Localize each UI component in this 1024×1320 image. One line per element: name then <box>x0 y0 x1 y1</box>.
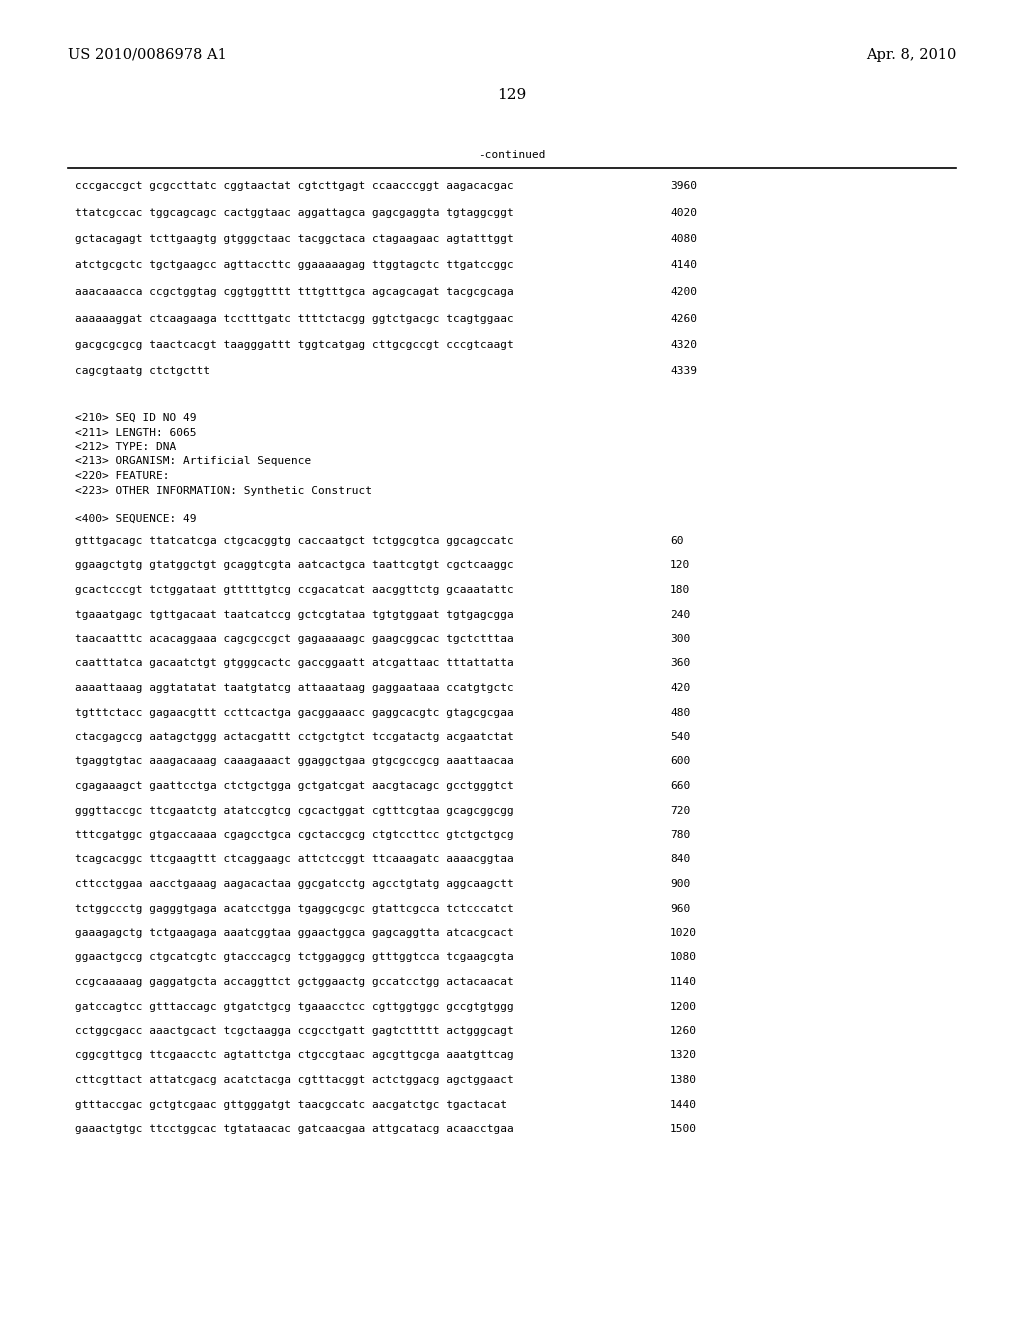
Text: <211> LENGTH: 6065: <211> LENGTH: 6065 <box>75 428 197 437</box>
Text: 540: 540 <box>670 733 690 742</box>
Text: 120: 120 <box>670 561 690 570</box>
Text: <400> SEQUENCE: 49: <400> SEQUENCE: 49 <box>75 513 197 524</box>
Text: cggcgttgcg ttcgaacctc agtattctga ctgccgtaac agcgttgcga aaatgttcag: cggcgttgcg ttcgaacctc agtattctga ctgccgt… <box>75 1051 514 1060</box>
Text: gcactcccgt tctggataat gtttttgtcg ccgacatcat aacggttctg gcaaatattc: gcactcccgt tctggataat gtttttgtcg ccgacat… <box>75 585 514 595</box>
Text: 1200: 1200 <box>670 1002 697 1011</box>
Text: <213> ORGANISM: Artificial Sequence: <213> ORGANISM: Artificial Sequence <box>75 457 311 466</box>
Text: 1140: 1140 <box>670 977 697 987</box>
Text: 1500: 1500 <box>670 1125 697 1134</box>
Text: 780: 780 <box>670 830 690 840</box>
Text: 600: 600 <box>670 756 690 767</box>
Text: 1020: 1020 <box>670 928 697 939</box>
Text: gacgcgcgcg taactcacgt taagggattt tggtcatgag cttgcgccgt cccgtcaagt: gacgcgcgcg taactcacgt taagggattt tggtcat… <box>75 341 514 350</box>
Text: 4200: 4200 <box>670 286 697 297</box>
Text: 360: 360 <box>670 659 690 668</box>
Text: atctgcgctc tgctgaagcc agttaccttc ggaaaaagag ttggtagctc ttgatccggc: atctgcgctc tgctgaagcc agttaccttc ggaaaaa… <box>75 260 514 271</box>
Text: 960: 960 <box>670 903 690 913</box>
Text: cttcctggaa aacctgaaag aagacactaa ggcgatcctg agcctgtatg aggcaagctt: cttcctggaa aacctgaaag aagacactaa ggcgatc… <box>75 879 514 888</box>
Text: 4020: 4020 <box>670 207 697 218</box>
Text: tgtttctacc gagaacgttt ccttcactga gacggaaacc gaggcacgtc gtagcgcgaa: tgtttctacc gagaacgttt ccttcactga gacggaa… <box>75 708 514 718</box>
Text: 3960: 3960 <box>670 181 697 191</box>
Text: 420: 420 <box>670 682 690 693</box>
Text: cccgaccgct gcgccttatc cggtaactat cgtcttgagt ccaacccggt aagacacgac: cccgaccgct gcgccttatc cggtaactat cgtcttg… <box>75 181 514 191</box>
Text: 60: 60 <box>670 536 683 546</box>
Text: 900: 900 <box>670 879 690 888</box>
Text: <210> SEQ ID NO 49: <210> SEQ ID NO 49 <box>75 413 197 422</box>
Text: 660: 660 <box>670 781 690 791</box>
Text: tgaggtgtac aaagacaaag caaagaaact ggaggctgaa gtgcgccgcg aaattaacaa: tgaggtgtac aaagacaaag caaagaaact ggaggct… <box>75 756 514 767</box>
Text: cctggcgacc aaactgcact tcgctaagga ccgcctgatt gagtcttttt actgggcagt: cctggcgacc aaactgcact tcgctaagga ccgcctg… <box>75 1026 514 1036</box>
Text: -continued: -continued <box>478 150 546 160</box>
Text: Apr. 8, 2010: Apr. 8, 2010 <box>865 48 956 62</box>
Text: 4339: 4339 <box>670 367 697 376</box>
Text: aaacaaacca ccgctggtag cggtggtttt tttgtttgca agcagcagat tacgcgcaga: aaacaaacca ccgctggtag cggtggtttt tttgttt… <box>75 286 514 297</box>
Text: 240: 240 <box>670 610 690 619</box>
Text: gaaagagctg tctgaagaga aaatcggtaa ggaactggca gagcaggtta atcacgcact: gaaagagctg tctgaagaga aaatcggtaa ggaactg… <box>75 928 514 939</box>
Text: taacaatttc acacaggaaa cagcgccgct gagaaaaagc gaagcggcac tgctctttaa: taacaatttc acacaggaaa cagcgccgct gagaaaa… <box>75 634 514 644</box>
Text: tttcgatggc gtgaccaaaa cgagcctgca cgctaccgcg ctgtccttcc gtctgctgcg: tttcgatggc gtgaccaaaa cgagcctgca cgctacc… <box>75 830 514 840</box>
Text: ttatcgccac tggcagcagc cactggtaac aggattagca gagcgaggta tgtaggcggt: ttatcgccac tggcagcagc cactggtaac aggatta… <box>75 207 514 218</box>
Text: tcagcacggc ttcgaagttt ctcaggaagc attctccggt ttcaaagatc aaaacggtaa: tcagcacggc ttcgaagttt ctcaggaagc attctcc… <box>75 854 514 865</box>
Text: gtttaccgac gctgtcgaac gttgggatgt taacgccatc aacgatctgc tgactacat: gtttaccgac gctgtcgaac gttgggatgt taacgcc… <box>75 1100 507 1110</box>
Text: gggttaccgc ttcgaatctg atatccgtcg cgcactggat cgtttcgtaa gcagcggcgg: gggttaccgc ttcgaatctg atatccgtcg cgcactg… <box>75 805 514 816</box>
Text: 4260: 4260 <box>670 314 697 323</box>
Text: 720: 720 <box>670 805 690 816</box>
Text: <220> FEATURE:: <220> FEATURE: <box>75 471 170 480</box>
Text: aaaaaaggat ctcaagaaga tcctttgatc ttttctacgg ggtctgacgc tcagtggaac: aaaaaaggat ctcaagaaga tcctttgatc ttttcta… <box>75 314 514 323</box>
Text: ccgcaaaaag gaggatgcta accaggttct gctggaactg gccatcctgg actacaacat: ccgcaaaaag gaggatgcta accaggttct gctggaa… <box>75 977 514 987</box>
Text: 1080: 1080 <box>670 953 697 962</box>
Text: cagcgtaatg ctctgcttt: cagcgtaatg ctctgcttt <box>75 367 210 376</box>
Text: 4080: 4080 <box>670 234 697 244</box>
Text: ggaagctgtg gtatggctgt gcaggtcgta aatcactgca taattcgtgt cgctcaaggc: ggaagctgtg gtatggctgt gcaggtcgta aatcact… <box>75 561 514 570</box>
Text: tgaaatgagc tgttgacaat taatcatccg gctcgtataa tgtgtggaat tgtgagcgga: tgaaatgagc tgttgacaat taatcatccg gctcgta… <box>75 610 514 619</box>
Text: 129: 129 <box>498 88 526 102</box>
Text: US 2010/0086978 A1: US 2010/0086978 A1 <box>68 48 226 62</box>
Text: 4320: 4320 <box>670 341 697 350</box>
Text: cttcgttact attatcgacg acatctacga cgtttacggt actctggacg agctggaact: cttcgttact attatcgacg acatctacga cgtttac… <box>75 1074 514 1085</box>
Text: 1320: 1320 <box>670 1051 697 1060</box>
Text: 1260: 1260 <box>670 1026 697 1036</box>
Text: 840: 840 <box>670 854 690 865</box>
Text: ctacgagccg aatagctggg actacgattt cctgctgtct tccgatactg acgaatctat: ctacgagccg aatagctggg actacgattt cctgctg… <box>75 733 514 742</box>
Text: 1380: 1380 <box>670 1074 697 1085</box>
Text: <212> TYPE: DNA: <212> TYPE: DNA <box>75 442 176 451</box>
Text: gatccagtcc gtttaccagc gtgatctgcg tgaaacctcc cgttggtggc gccgtgtggg: gatccagtcc gtttaccagc gtgatctgcg tgaaacc… <box>75 1002 514 1011</box>
Text: gtttgacagc ttatcatcga ctgcacggtg caccaatgct tctggcgtca ggcagccatc: gtttgacagc ttatcatcga ctgcacggtg caccaat… <box>75 536 514 546</box>
Text: <223> OTHER INFORMATION: Synthetic Construct: <223> OTHER INFORMATION: Synthetic Const… <box>75 486 372 495</box>
Text: gctacagagt tcttgaagtg gtgggctaac tacggctaca ctagaagaac agtatttggt: gctacagagt tcttgaagtg gtgggctaac tacggct… <box>75 234 514 244</box>
Text: 180: 180 <box>670 585 690 595</box>
Text: ggaactgccg ctgcatcgtc gtacccagcg tctggaggcg gtttggtcca tcgaagcgta: ggaactgccg ctgcatcgtc gtacccagcg tctggag… <box>75 953 514 962</box>
Text: tctggccctg gagggtgaga acatcctgga tgaggcgcgc gtattcgcca tctcccatct: tctggccctg gagggtgaga acatcctgga tgaggcg… <box>75 903 514 913</box>
Text: caatttatca gacaatctgt gtgggcactc gaccggaatt atcgattaac tttattatta: caatttatca gacaatctgt gtgggcactc gaccgga… <box>75 659 514 668</box>
Text: 1440: 1440 <box>670 1100 697 1110</box>
Text: gaaactgtgc ttcctggcac tgtataacac gatcaacgaa attgcatacg acaacctgaa: gaaactgtgc ttcctggcac tgtataacac gatcaac… <box>75 1125 514 1134</box>
Text: 300: 300 <box>670 634 690 644</box>
Text: 4140: 4140 <box>670 260 697 271</box>
Text: 480: 480 <box>670 708 690 718</box>
Text: cgagaaagct gaattcctga ctctgctgga gctgatcgat aacgtacagc gcctgggtct: cgagaaagct gaattcctga ctctgctgga gctgatc… <box>75 781 514 791</box>
Text: aaaattaaag aggtatatat taatgtatcg attaaataag gaggaataaa ccatgtgctc: aaaattaaag aggtatatat taatgtatcg attaaat… <box>75 682 514 693</box>
